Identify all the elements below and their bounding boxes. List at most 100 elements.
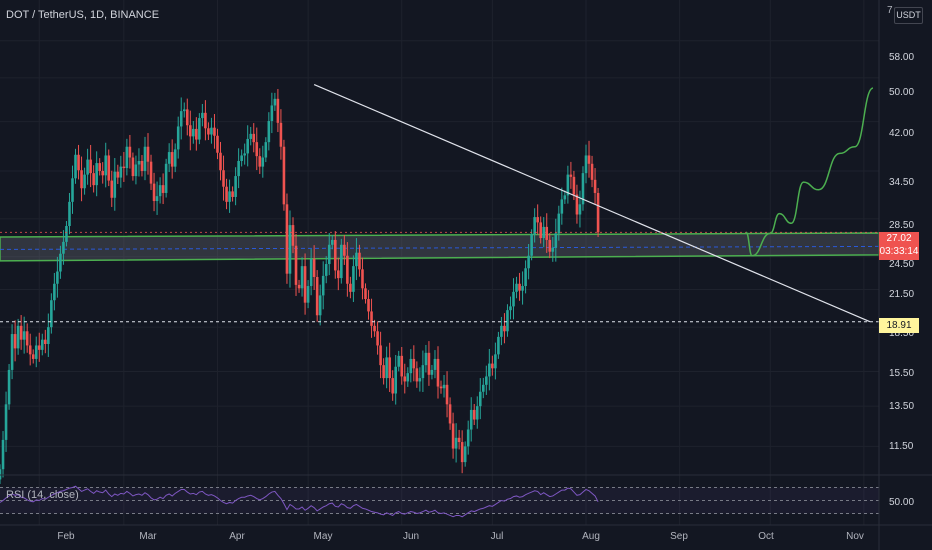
candle-down: [170, 152, 174, 167]
time-tick: Sep: [670, 531, 688, 542]
candle-up: [318, 295, 322, 316]
candle-down: [276, 98, 280, 123]
candle-down: [445, 384, 449, 405]
candle-down: [213, 127, 216, 136]
candle-up: [198, 118, 201, 140]
candle-down: [80, 170, 83, 189]
candle-down: [207, 128, 210, 135]
rsi-indicator-title[interactable]: RSI (14, close): [6, 489, 79, 501]
candle-up: [340, 244, 343, 279]
candle-up: [542, 226, 546, 239]
candle-down: [491, 363, 494, 369]
candle-down: [25, 331, 29, 346]
candle-up: [158, 185, 162, 197]
candle-down: [346, 255, 349, 284]
candle-up: [309, 258, 313, 287]
candle-down: [379, 345, 382, 366]
candle-up: [240, 155, 243, 161]
candle-up: [179, 111, 183, 127]
candle-down: [427, 352, 431, 375]
candle-up: [137, 160, 141, 165]
candle-down: [297, 284, 301, 289]
price-tick: 50.00: [889, 87, 915, 98]
price-tick: 13.50: [889, 401, 915, 412]
candle-down: [282, 146, 286, 205]
candle-up: [581, 173, 585, 205]
candle-up: [234, 176, 237, 197]
candle-up: [566, 174, 570, 196]
candle-up: [385, 357, 388, 379]
candle-down: [596, 192, 600, 233]
candle-down: [343, 244, 346, 256]
candle-down: [44, 339, 47, 344]
candle-down: [472, 409, 476, 420]
candle-down: [185, 109, 189, 126]
candle-down: [382, 365, 385, 379]
rsi-line: [0, 485, 599, 518]
candle-up: [143, 146, 147, 171]
axis-top-label: 7: [887, 5, 893, 16]
chart-grid: [0, 0, 879, 525]
candle-countdown: 03:33:14: [879, 246, 919, 257]
candle-up: [10, 334, 14, 370]
candle-up: [560, 199, 564, 214]
candle-up: [201, 112, 204, 119]
candle-down: [569, 174, 573, 177]
candle-down: [593, 179, 597, 193]
price-tick: 28.50: [889, 220, 915, 231]
candle-down: [92, 173, 95, 186]
candle-down: [400, 355, 404, 377]
candle-down: [285, 204, 289, 274]
candle-down: [195, 128, 198, 140]
candle-up: [551, 247, 555, 252]
candle-down: [315, 277, 319, 316]
candle-down: [231, 191, 234, 197]
rsi-axis-tick: 50.00: [889, 497, 915, 508]
candle-up: [533, 217, 536, 235]
time-tick: May: [313, 531, 333, 542]
candle-down: [388, 357, 391, 379]
candle-up: [7, 369, 11, 405]
candle-up: [167, 152, 171, 164]
candle-up: [557, 213, 561, 234]
candle-down: [161, 185, 165, 193]
candle-down: [98, 163, 101, 171]
candle-up: [466, 429, 470, 447]
candle-up: [104, 155, 108, 176]
candle-down: [131, 157, 135, 177]
candle-up: [173, 149, 177, 167]
candle-up: [584, 155, 588, 174]
time-tick: Aug: [582, 531, 600, 542]
time-tick: Feb: [57, 531, 75, 542]
candle-up: [475, 406, 479, 420]
candle-up: [62, 241, 65, 254]
candle-up: [509, 306, 512, 311]
candle-up: [355, 252, 358, 267]
candle-up: [71, 178, 74, 202]
candle-down: [403, 376, 407, 382]
candle-down: [149, 161, 153, 184]
currency-button[interactable]: USDT: [894, 7, 923, 24]
candle-up: [306, 286, 310, 303]
price-tick: 34.50: [889, 177, 915, 188]
candle-up: [246, 138, 249, 154]
candle-up: [424, 352, 428, 366]
candle-down: [358, 252, 361, 270]
candle-down: [31, 354, 35, 359]
candle-up: [512, 291, 515, 307]
candle-down: [575, 194, 579, 215]
candle-up: [40, 339, 44, 350]
symbol-header[interactable]: DOT / TetherUS, 1D, BINANCE: [6, 9, 160, 21]
price-tick: 42.00: [889, 128, 915, 139]
candle-up: [113, 171, 117, 198]
candle-up: [421, 365, 425, 379]
candle-down: [37, 345, 41, 350]
candle-down: [216, 135, 219, 153]
candle-down: [116, 171, 120, 178]
candle-up: [237, 160, 240, 177]
candle-up: [83, 174, 86, 189]
candle-down: [460, 442, 464, 463]
time-tick: Mar: [139, 531, 157, 542]
horizontal-level-tag: 18.91: [879, 318, 919, 333]
